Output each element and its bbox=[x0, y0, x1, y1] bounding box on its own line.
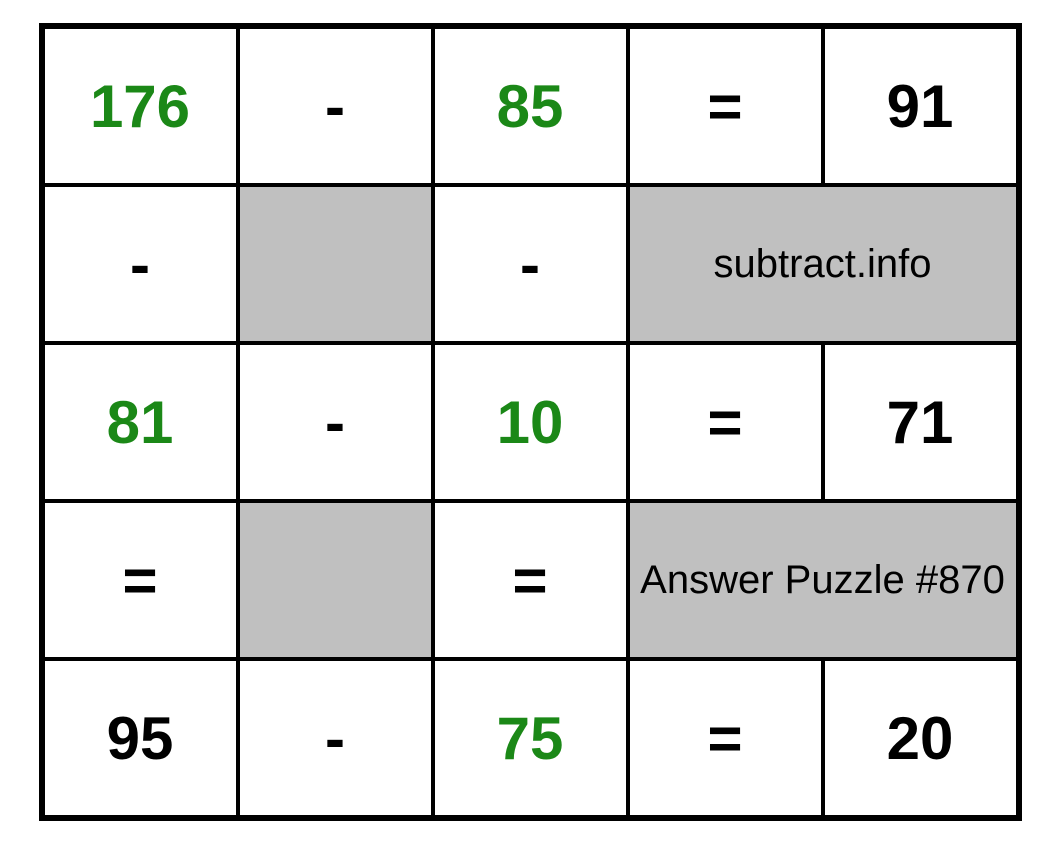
cell-r5-c2-operator: - bbox=[238, 659, 433, 817]
cell-r4-c3-equals: = bbox=[433, 501, 628, 659]
cell-r4-c2-blank bbox=[238, 501, 433, 659]
cell-r4-c1-equals: = bbox=[43, 501, 238, 659]
cell-r2-c2-blank bbox=[238, 185, 433, 343]
cell-r3-c3: 10 bbox=[433, 343, 628, 501]
cell-r5-c4-equals: = bbox=[628, 659, 823, 817]
cell-r4-info: Answer Puzzle #870 bbox=[628, 501, 1018, 659]
cell-r5-c5: 20 bbox=[823, 659, 1018, 817]
cell-r2-info: subtract.info bbox=[628, 185, 1018, 343]
cell-r5-c1: 95 bbox=[43, 659, 238, 817]
cell-r3-c1: 81 bbox=[43, 343, 238, 501]
cell-r5-c3: 75 bbox=[433, 659, 628, 817]
cell-r1-c4-equals: = bbox=[628, 27, 823, 185]
cell-r3-c2-operator: - bbox=[238, 343, 433, 501]
cell-r3-c4-equals: = bbox=[628, 343, 823, 501]
cell-r1-c5: 91 bbox=[823, 27, 1018, 185]
cell-r2-c1-operator: - bbox=[43, 185, 238, 343]
cell-r1-c2-operator: - bbox=[238, 27, 433, 185]
cell-r3-c5: 71 bbox=[823, 343, 1018, 501]
cell-r1-c3: 85 bbox=[433, 27, 628, 185]
cell-r2-c3-operator: - bbox=[433, 185, 628, 343]
subtraction-puzzle-grid: 176 - 85 = 91 - - subtract.info 81 - 10 … bbox=[39, 23, 1022, 821]
cell-r1-c1: 176 bbox=[43, 27, 238, 185]
